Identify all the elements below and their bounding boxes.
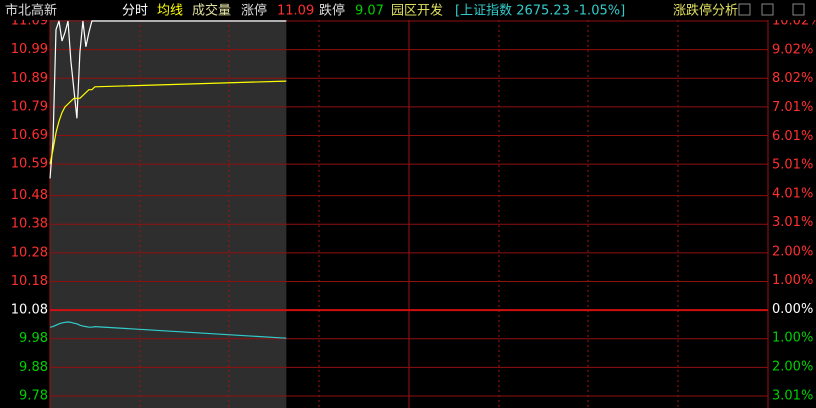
tab[interactable]: 均线	[157, 4, 183, 19]
y2-tick-label: 5.01%	[772, 158, 813, 173]
index-info: [上证指数 2675.23 -1.05%]	[455, 4, 625, 19]
y-tick-label: 10.48	[11, 188, 48, 203]
vertical-grid	[49, 20, 769, 408]
y-tick-label: 10.89	[11, 71, 48, 86]
y2-tick-label: 8.02%	[772, 71, 813, 86]
tab[interactable]: 分时	[122, 4, 148, 19]
analysis-link[interactable]: 涨跌停分析	[673, 3, 738, 19]
y-tick-label: 9.78	[19, 389, 48, 404]
y2-tick-label: 3.01%	[772, 215, 813, 230]
tab[interactable]: 成交量	[192, 3, 231, 19]
y-tick-label: 9.98	[19, 331, 48, 346]
y-tick-label: 10.38	[11, 217, 48, 232]
y2-tick-label: 0.00%	[772, 302, 813, 317]
stock-name: 市北高新	[5, 3, 57, 19]
series-line	[49, 80, 287, 165]
limit-down-label: 跌停	[319, 3, 345, 19]
header: 市北高新 分时 均线 成交量 涨停 11.09 跌停 9.07 园区开发 [上证…	[0, 0, 816, 20]
y2-tick-label: 6.01%	[772, 129, 813, 144]
series-line	[49, 321, 287, 339]
limit-up-label: 涨停	[241, 3, 267, 19]
icon-button[interactable]	[738, 3, 751, 16]
horizontal-grid	[50, 20, 768, 397]
series-line	[49, 20, 287, 179]
limit-down: 9.07	[355, 4, 384, 19]
y2-tick-label: 4.01%	[772, 186, 813, 201]
limit-up: 11.09	[277, 4, 314, 19]
y-tick-label: 10.08	[11, 303, 48, 318]
y-tick-label: 9.88	[19, 360, 48, 375]
y-tick-label: 10.18	[11, 274, 48, 289]
y2-tick-label: 9.02%	[772, 42, 813, 57]
y2-tick-label: 2.00%	[772, 244, 813, 259]
y2-tick-label: 1.00%	[772, 331, 813, 346]
y2-tick-label: 7.01%	[772, 100, 813, 115]
y-tick-label: 10.99	[11, 42, 48, 57]
y-tick-label: 10.79	[11, 99, 48, 114]
header-bg	[0, 0, 816, 20]
y-tick-label: 10.69	[11, 128, 48, 143]
axis-labels: 11.0910.9910.8910.7910.6910.5910.4810.38…	[11, 14, 816, 404]
lines	[49, 20, 287, 339]
y-tick-label: 10.59	[11, 157, 48, 172]
y2-tick-label: 2.00%	[772, 359, 813, 374]
y-tick-label: 10.28	[11, 245, 48, 260]
y2-tick-label: 1.00%	[772, 273, 813, 288]
icon-button[interactable]	[761, 3, 774, 16]
sector[interactable]: 园区开发	[391, 3, 443, 19]
y2-tick-label: 3.01%	[772, 389, 813, 404]
icon-button[interactable]	[792, 3, 805, 16]
